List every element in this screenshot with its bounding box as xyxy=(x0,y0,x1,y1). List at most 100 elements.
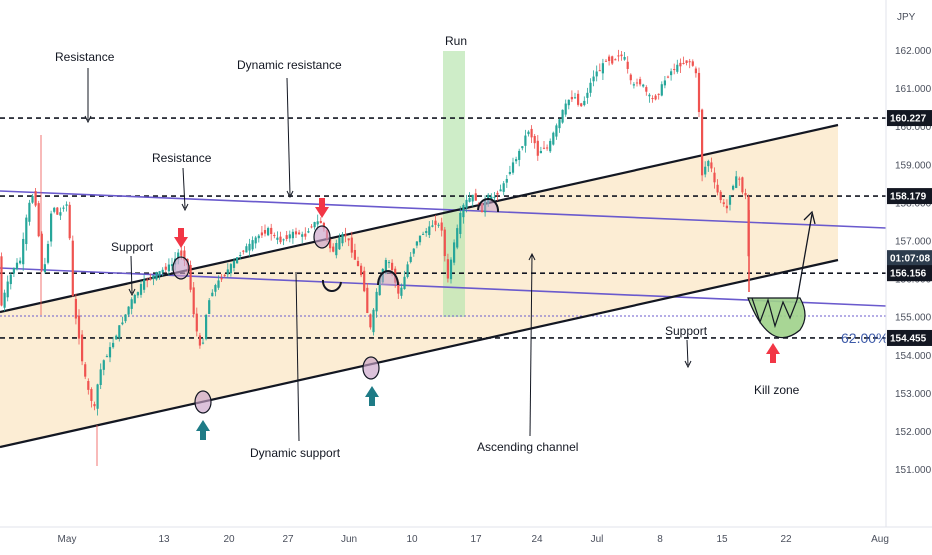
candle-body xyxy=(170,264,174,267)
candle-body xyxy=(332,246,335,252)
candle-body xyxy=(155,272,158,280)
pointer-line-5 xyxy=(295,271,300,442)
candle-body xyxy=(732,185,735,190)
time-tick-label: Jul xyxy=(591,534,604,545)
candle-body xyxy=(273,234,276,237)
candle-body xyxy=(663,80,666,86)
candle-body xyxy=(220,278,223,280)
sell-arrow-0 xyxy=(178,228,184,238)
candle-body xyxy=(508,171,511,174)
candle-body xyxy=(434,220,437,225)
candle-body xyxy=(666,76,670,78)
time-tick-label: 13 xyxy=(158,534,170,545)
candle-body xyxy=(71,240,74,296)
candle-body xyxy=(499,189,502,192)
candle-body xyxy=(304,233,307,237)
sell-arrow-1 xyxy=(319,198,325,208)
candle-body xyxy=(257,235,260,239)
candle-body xyxy=(161,269,164,273)
candle-body xyxy=(19,260,22,264)
candle-body xyxy=(84,364,87,377)
retest-arc xyxy=(477,198,500,213)
candle-body xyxy=(425,230,428,233)
candle-body xyxy=(707,160,710,167)
candle-body xyxy=(347,238,350,241)
candle-body xyxy=(437,224,440,226)
candle-body xyxy=(719,191,722,201)
candle-body xyxy=(471,194,474,202)
candle-body xyxy=(670,71,673,76)
candle-body xyxy=(415,241,418,246)
candle-body xyxy=(322,222,325,229)
candle-body xyxy=(301,234,304,237)
candle-body xyxy=(620,54,623,57)
candle-body xyxy=(642,84,645,87)
candle-body xyxy=(121,322,124,325)
candle-body xyxy=(449,259,453,280)
candle-body xyxy=(139,284,143,295)
candle-body xyxy=(329,238,332,249)
candle-body xyxy=(391,262,394,270)
candle-body xyxy=(465,199,468,209)
price-tag-label: 154.455 xyxy=(890,333,927,344)
candle-body xyxy=(725,205,728,209)
candle-body xyxy=(462,204,465,218)
time-tick-label: 15 xyxy=(716,534,728,545)
candle-body xyxy=(46,243,50,263)
candle-body xyxy=(37,203,40,237)
candle-body xyxy=(34,191,37,206)
candle-body xyxy=(319,220,322,224)
candle-body xyxy=(288,234,291,239)
candle-body xyxy=(105,356,108,358)
price-tag-label: 01:07:08 xyxy=(890,254,930,265)
buy-arrow-head-0 xyxy=(196,420,210,431)
candle-body xyxy=(12,267,15,274)
candle-body xyxy=(524,135,527,146)
candle-body xyxy=(108,347,112,358)
candle-body xyxy=(229,264,232,274)
currency-label: JPY xyxy=(897,12,916,23)
candle-body xyxy=(701,109,704,176)
candle-body xyxy=(102,360,105,370)
candle-body xyxy=(595,71,598,77)
pointer-line-6 xyxy=(529,254,533,437)
candle-body xyxy=(372,309,375,333)
candle-body xyxy=(158,271,161,276)
time-tick-label: 22 xyxy=(780,534,792,545)
candle-body xyxy=(270,227,273,235)
candle-body xyxy=(623,56,626,60)
candle-body xyxy=(632,84,635,86)
touch-circle-0 xyxy=(172,256,190,280)
pointer-head-6 xyxy=(528,252,536,261)
candle-body xyxy=(406,264,409,277)
candle-body xyxy=(598,70,601,72)
candle-body xyxy=(713,172,716,183)
candle-body xyxy=(561,109,564,123)
price-tick-label: 157.000 xyxy=(895,237,932,248)
candle-body xyxy=(0,256,3,306)
candle-body xyxy=(694,68,697,74)
pointer-line-3 xyxy=(130,255,133,294)
kill-zone-shape xyxy=(747,297,806,339)
candle-body xyxy=(198,335,201,346)
candle-body xyxy=(363,270,366,292)
candle-body xyxy=(629,74,632,81)
candle-body xyxy=(211,292,214,297)
support-left-label: Support xyxy=(111,240,154,254)
pointer-head-2 xyxy=(181,203,189,212)
sell-arrow-head-0 xyxy=(174,237,188,248)
candle-body xyxy=(223,274,226,276)
candle-body xyxy=(453,242,456,263)
candle-body xyxy=(555,125,558,137)
candle-body xyxy=(474,193,477,201)
candle-body xyxy=(527,131,530,135)
time-tick-label: Aug xyxy=(871,534,889,545)
time-tick-label: 8 xyxy=(657,534,663,545)
price-tag-bg xyxy=(887,188,932,205)
candle-body xyxy=(728,195,732,205)
candle-body xyxy=(533,135,536,144)
candle-body xyxy=(276,237,279,240)
candle-body xyxy=(59,212,62,216)
candle-body xyxy=(43,264,46,273)
